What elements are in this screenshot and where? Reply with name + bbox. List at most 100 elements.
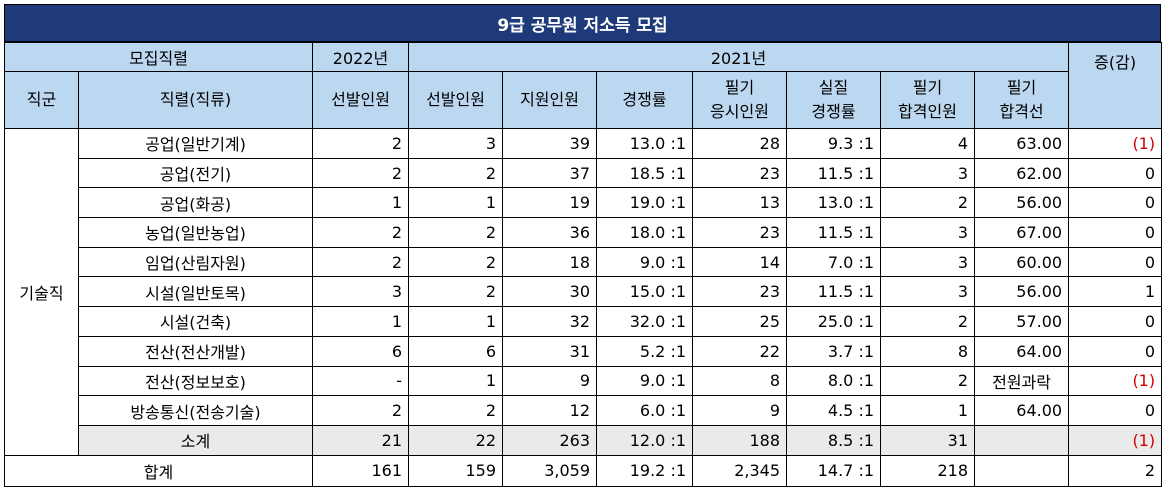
- cell-change: 0: [1068, 246, 1163, 278]
- table-row: 시설(일반토목) 3 2 30 15.0 :1 23 11.5 :1 3 56.00 1: [5, 276, 1163, 308]
- cell-ratio: 18.0 :1: [596, 217, 694, 248]
- cell-takers: 28: [692, 128, 788, 159]
- table-row: 농업(일반농업) 2 2 36 18.0 :1 23 11.5 :1 3 67.00 0: [5, 217, 1163, 248]
- total-row: 합계 161 159 3,059 19.2 :1 2,345 14.7 :1 218 2: [3, 454, 1163, 487]
- cell-sel2021: 2: [408, 246, 504, 278]
- cell-sel2021: 159: [408, 454, 504, 487]
- cell-sel2021: 2: [408, 157, 504, 189]
- cell-takers: 25: [692, 306, 788, 337]
- cell-change: 0: [1068, 335, 1163, 367]
- cell-ratio: 15.0 :1: [596, 276, 694, 308]
- cell-change: 0: [1068, 306, 1163, 337]
- cell-takers: 188: [692, 424, 788, 456]
- cell-takers: 2,345: [692, 454, 788, 487]
- header-position: 직렬(직류): [77, 71, 314, 129]
- table-row: 시설(건축) 1 1 32 32.0 :1 25 25.0 :1 2 57.00 0: [5, 306, 1163, 337]
- cell-sel2021: 1: [408, 306, 504, 337]
- cell-ratio: 19.2 :1: [596, 454, 694, 487]
- cell-ratio: 6.0 :1: [596, 395, 694, 426]
- cell-passed: 2: [880, 365, 976, 397]
- header-2021-selected: 선발인원: [408, 71, 504, 129]
- table-title: 9급 공무원 저소득 모집: [4, 4, 1161, 42]
- cell-sel2022: 2: [312, 246, 410, 278]
- cell-sel2021: 2: [408, 395, 504, 426]
- cell-passed: 218: [880, 454, 976, 487]
- header-written-passed: 필기 합격인원: [880, 71, 976, 129]
- position-name: 소계: [77, 424, 314, 456]
- position-name: 농업(일반농업): [77, 217, 314, 248]
- cell-ratio: 9.0 :1: [596, 365, 694, 397]
- cell-ratio: 13.0 :1: [596, 128, 694, 159]
- cell-applicants: 19: [502, 187, 598, 219]
- cell-change: (1): [1068, 365, 1163, 397]
- cell-sel2021: 2: [408, 217, 504, 248]
- cell-applicants: 31: [502, 335, 598, 367]
- cell-takers: 23: [692, 217, 788, 248]
- cell-ratio: 5.2 :1: [596, 335, 694, 367]
- cell-sel2022: 2: [312, 128, 410, 159]
- cell-real-ratio: 25.0 :1: [786, 306, 882, 337]
- cell-real-ratio: 14.7 :1: [786, 454, 882, 487]
- cell-sel2022: 1: [312, 306, 410, 337]
- cell-cutline: 60.00: [974, 246, 1070, 278]
- cell-sel2022: 2: [312, 157, 410, 189]
- position-name: 공업(화공): [77, 187, 314, 219]
- header-competition: 경쟁률: [596, 71, 694, 129]
- cell-ratio: 19.0 :1: [596, 187, 694, 219]
- cell-applicants: 39: [502, 128, 598, 159]
- cell-applicants: 36: [502, 217, 598, 248]
- cell-passed: 8: [880, 335, 976, 367]
- cell-real-ratio: 4.5 :1: [786, 395, 882, 426]
- cell-sel2022: 6: [312, 335, 410, 367]
- position-name: 임업(산림자원): [77, 246, 314, 278]
- table-row: 방송통신(전송기술) 2 2 12 6.0 :1 9 4.5 :1 1 64.00 0: [5, 395, 1163, 426]
- cell-sel2021: 22: [408, 424, 504, 456]
- cell-cutline: 64.00: [974, 335, 1070, 367]
- position-name: 전산(전산개발): [77, 335, 314, 367]
- cell-sel2021: 3: [408, 128, 504, 159]
- cell-sel2022: 21: [312, 424, 410, 456]
- cell-applicants: 32: [502, 306, 598, 337]
- position-name: 합계: [3, 454, 314, 487]
- recruitment-table: 모집직렬 2022년 2021년 증(감) 직군 직렬(직류) 선발인원 선발인…: [3, 42, 1163, 487]
- cell-takers: 9: [692, 395, 788, 426]
- cell-real-ratio: 8.5 :1: [786, 424, 882, 456]
- cell-applicants: 263: [502, 424, 598, 456]
- cell-cutline: 56.00: [974, 187, 1070, 219]
- header-real-competition: 실질 경쟁률: [786, 71, 882, 129]
- cell-sel2022: 2: [312, 395, 410, 426]
- cell-change: (1): [1068, 128, 1163, 159]
- cell-applicants: 9: [502, 365, 598, 397]
- cell-sel2022: 161: [312, 454, 410, 487]
- cell-takers: 23: [692, 276, 788, 308]
- header-change: 증(감): [1068, 42, 1163, 129]
- cell-ratio: 32.0 :1: [596, 306, 694, 337]
- cell-takers: 14: [692, 246, 788, 278]
- cell-real-ratio: 11.5 :1: [786, 217, 882, 248]
- cell-sel2022: 1: [312, 187, 410, 219]
- cell-passed: 3: [880, 217, 976, 248]
- cell-sel2021: 1: [408, 365, 504, 397]
- position-name: 공업(전기): [77, 157, 314, 189]
- position-name: 시설(건축): [77, 306, 314, 337]
- table-row: 기술직 공업(일반기계) 2 3 39 13.0 :1 28 9.3 :1 4 63.00 (1): [4, 128, 1163, 456]
- table-row: 전산(전산개발) 6 6 31 5.2 :1 22 3.7 :1 8 64.00 0: [5, 335, 1163, 367]
- header-written-takers: 필기 응시인원: [692, 71, 788, 129]
- cell-real-ratio: 11.5 :1: [786, 276, 882, 308]
- position-name: 전산(정보보호): [77, 365, 314, 397]
- cell-change: 0: [1068, 217, 1163, 248]
- cell-ratio: 9.0 :1: [596, 246, 694, 278]
- cell-passed: 2: [880, 187, 976, 219]
- cell-passed: 31: [880, 424, 976, 456]
- header-group: 직군: [4, 71, 79, 129]
- header-year-2022: 2022년: [312, 42, 410, 72]
- cell-real-ratio: 7.0 :1: [786, 246, 882, 278]
- cell-applicants: 12: [502, 395, 598, 426]
- cell-sel2021: 1: [408, 187, 504, 219]
- cell-cutline: 63.00: [974, 128, 1070, 159]
- cell-cutline: 62.00: [974, 157, 1070, 189]
- cell-takers: 22: [692, 335, 788, 367]
- recruitment-table-container: 9급 공무원 저소득 모집 모집직렬 2022년 2021년 증(감) 직군 직…: [3, 4, 1163, 487]
- cell-cutline: [974, 424, 1070, 456]
- cell-cutline: 56.00: [974, 276, 1070, 308]
